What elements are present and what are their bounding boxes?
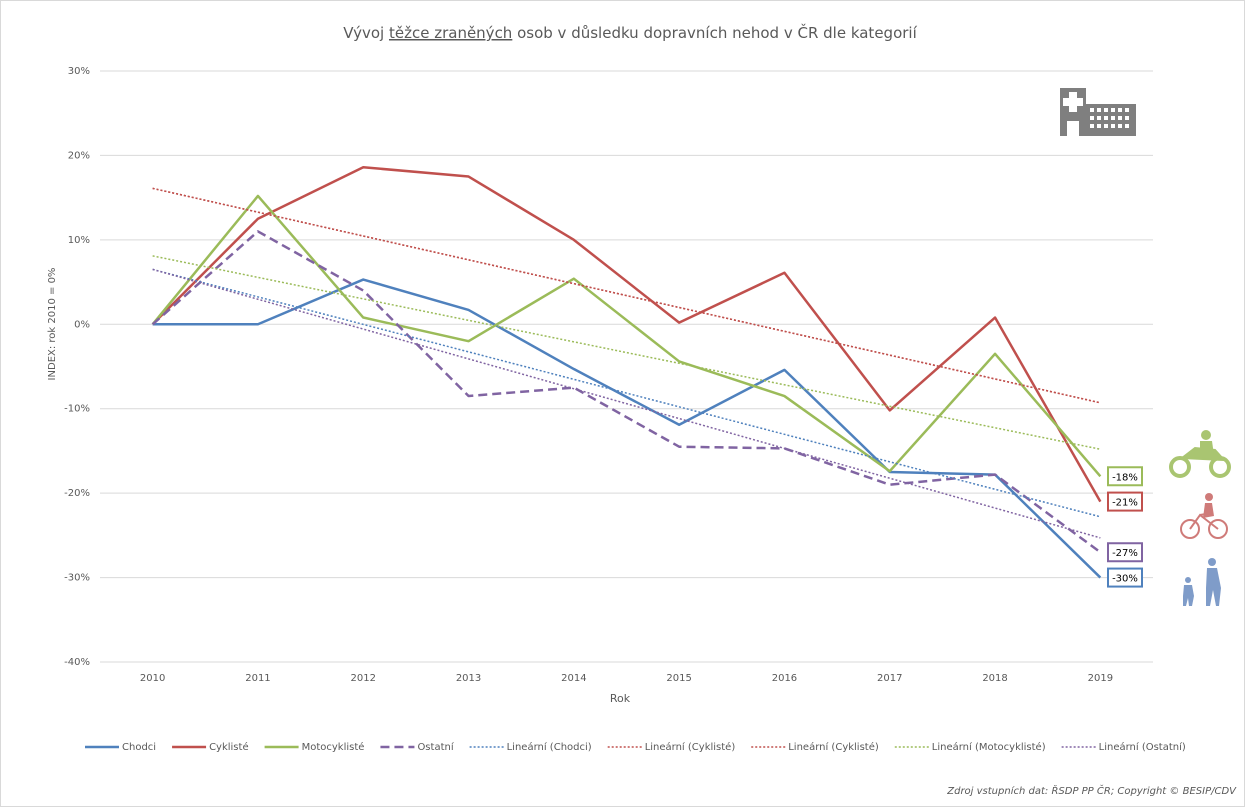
legend-label: Cyklisté — [209, 741, 249, 753]
legend-label: Motocyklisté — [302, 741, 365, 753]
series-line — [152, 255, 1101, 450]
end-label-box — [1107, 567, 1143, 588]
x-tick-label: 2014 — [561, 673, 586, 684]
motorcycle-icon — [1169, 430, 1231, 478]
legend-label: Lineární (Motocyklisté) — [932, 741, 1046, 753]
series-line — [151, 194, 1102, 478]
chart-title: Vývoj těžce zraněných osob v důsledku do… — [343, 23, 917, 42]
x-axis-title: Rok — [610, 692, 631, 705]
y-tick-label: 10% — [68, 235, 90, 246]
y-tick-label: -10% — [64, 404, 90, 415]
end-label: -18% — [1107, 466, 1143, 487]
title-part: osob v důsledku dopravních nehod v ČR dl… — [512, 23, 917, 42]
y-tick-label: 30% — [68, 66, 90, 77]
series-line — [152, 278, 1102, 579]
end-label-box — [1107, 491, 1143, 512]
x-tick-label: 2010 — [140, 673, 165, 684]
end-label: -30% — [1107, 567, 1143, 588]
y-tick-label: -40% — [64, 657, 90, 668]
x-tick-label: 2019 — [1088, 673, 1113, 684]
legend-label: Lineární (Chodci) — [507, 741, 592, 753]
y-axis-title: INDEX: rok 2010 = 0% — [47, 268, 58, 381]
bicycle-icon — [1180, 493, 1228, 539]
source-note: Zdroj vstupních dat: ŘSDP PP ČR; Copyrig… — [946, 784, 1237, 797]
x-tick-label: 2016 — [772, 673, 797, 684]
end-label: -27% — [1107, 542, 1143, 563]
legend-label: Chodci — [122, 742, 156, 753]
x-tick-label: 2011 — [245, 673, 270, 684]
end-label-text: -30% — [1112, 574, 1138, 585]
title-part: těžce zraněných — [389, 24, 512, 42]
end-label-box — [1107, 466, 1143, 487]
legend-label: Lineární (Cyklisté) — [645, 741, 736, 753]
pedestrians-icon — [1183, 558, 1221, 606]
legend-label: Lineární (Cyklisté) — [788, 741, 879, 753]
legend-label: Lineární (Ostatní) — [1099, 741, 1186, 753]
series-line — [152, 187, 1101, 404]
y-tick-label: 20% — [68, 150, 90, 161]
x-tick-label: 2013 — [456, 673, 481, 684]
end-label-text: -21% — [1112, 498, 1138, 509]
series-line — [152, 268, 1101, 518]
hospital-icon — [1060, 88, 1136, 136]
end-label: -21% — [1107, 491, 1143, 512]
end-label-text: -18% — [1112, 472, 1138, 483]
end-label-text: -27% — [1112, 548, 1138, 559]
series-line — [151, 165, 1102, 503]
x-tick-label: 2017 — [877, 673, 902, 684]
y-tick-label: 0% — [74, 319, 90, 330]
y-tick-label: -20% — [64, 488, 90, 499]
title-part: Vývoj — [343, 24, 389, 42]
x-tick-label: 2015 — [666, 673, 691, 684]
x-tick-label: 2012 — [351, 673, 376, 684]
end-label-box — [1107, 542, 1143, 563]
x-tick-label: 2018 — [982, 673, 1007, 684]
series-line — [151, 230, 1102, 554]
y-tick-label: -30% — [64, 573, 90, 584]
series-line — [152, 268, 1101, 539]
legend-label: Ostatní — [417, 741, 454, 753]
